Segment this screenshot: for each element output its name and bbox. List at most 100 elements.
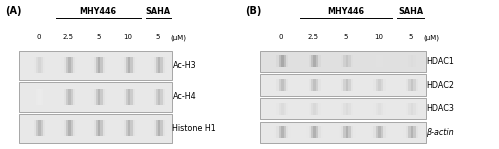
Bar	[341, 127, 344, 138]
Bar	[268, 127, 293, 128]
Bar	[398, 108, 423, 109]
Bar	[87, 134, 110, 135]
Bar	[333, 133, 358, 134]
Bar	[128, 120, 131, 136]
Bar	[147, 104, 170, 105]
Bar	[366, 135, 391, 136]
Bar	[333, 88, 358, 89]
Bar	[366, 62, 391, 63]
Bar	[368, 127, 371, 138]
Bar	[94, 120, 96, 136]
Bar	[27, 62, 50, 63]
Bar	[36, 89, 38, 105]
Bar	[366, 130, 391, 131]
Bar	[57, 133, 80, 134]
Bar	[117, 104, 140, 105]
Bar	[268, 103, 271, 115]
Bar	[368, 79, 371, 91]
Text: 2.5: 2.5	[308, 34, 319, 40]
Bar	[378, 127, 381, 138]
Bar	[268, 129, 293, 130]
Bar	[94, 89, 96, 105]
Bar	[117, 61, 140, 62]
Bar	[388, 79, 391, 91]
Bar	[268, 57, 293, 58]
Bar	[333, 111, 358, 112]
Bar	[151, 120, 154, 136]
Bar	[119, 57, 122, 73]
Bar	[398, 55, 423, 56]
Bar	[57, 63, 80, 64]
Bar	[268, 56, 293, 57]
Bar	[268, 66, 293, 67]
Bar	[276, 55, 279, 67]
Bar	[34, 120, 36, 136]
Bar	[383, 103, 386, 115]
Bar	[366, 57, 391, 58]
Bar	[147, 102, 170, 103]
Bar	[301, 112, 326, 113]
Bar	[57, 100, 80, 101]
Bar	[27, 120, 50, 121]
Bar	[408, 79, 411, 91]
Bar	[117, 66, 140, 67]
Bar	[147, 89, 149, 105]
Bar	[366, 134, 391, 135]
Bar	[59, 89, 62, 105]
Bar	[57, 127, 80, 128]
Bar	[87, 67, 110, 68]
Bar	[268, 61, 293, 62]
Bar	[333, 80, 358, 81]
Text: β-actin: β-actin	[426, 128, 454, 137]
Bar	[398, 135, 423, 136]
Bar	[57, 104, 80, 105]
Bar	[147, 133, 170, 134]
Bar	[301, 63, 326, 64]
Bar	[386, 79, 388, 91]
Text: HDAC1: HDAC1	[426, 57, 454, 66]
Bar	[57, 98, 80, 99]
Bar	[167, 120, 170, 136]
Bar	[366, 106, 391, 107]
Bar	[278, 127, 281, 138]
Bar	[301, 103, 304, 115]
Bar	[147, 134, 170, 135]
Bar	[333, 112, 358, 113]
Bar	[57, 58, 80, 59]
Bar	[398, 132, 423, 133]
Bar	[401, 127, 404, 138]
Bar	[43, 57, 45, 73]
Bar	[163, 120, 165, 136]
Bar	[366, 57, 391, 58]
Bar	[268, 90, 293, 91]
Bar	[121, 89, 124, 105]
Bar	[57, 68, 80, 69]
Bar	[73, 89, 75, 105]
Bar	[366, 108, 391, 109]
Bar	[398, 104, 423, 105]
Bar	[366, 55, 369, 67]
Text: (A): (A)	[5, 6, 21, 16]
Bar	[288, 103, 291, 115]
Bar	[268, 112, 293, 113]
Bar	[147, 123, 170, 124]
Bar	[117, 121, 140, 122]
Bar	[318, 127, 321, 138]
Bar	[268, 109, 293, 110]
Bar	[117, 127, 140, 128]
Bar	[373, 103, 376, 115]
Bar	[57, 57, 59, 73]
Bar	[366, 79, 391, 80]
Bar	[418, 55, 421, 67]
Bar	[147, 70, 170, 71]
Bar	[156, 57, 158, 73]
Bar	[165, 120, 167, 136]
Bar	[301, 61, 326, 62]
Bar	[27, 63, 50, 64]
Bar	[401, 103, 404, 115]
Bar	[57, 102, 80, 103]
Bar	[268, 81, 293, 82]
Bar	[366, 63, 391, 64]
Bar	[308, 79, 311, 91]
Bar	[57, 121, 80, 122]
